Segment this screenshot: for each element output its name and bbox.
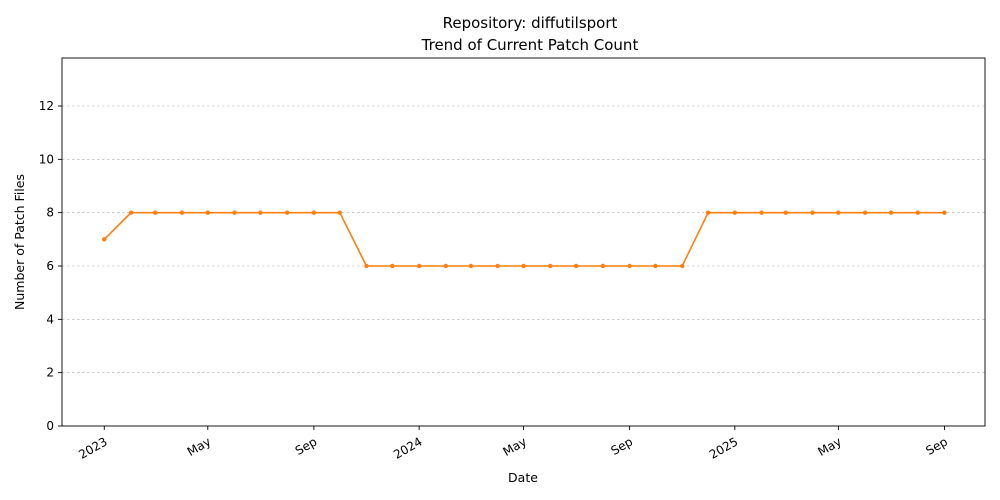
data-point bbox=[128, 210, 134, 215]
data-point bbox=[915, 210, 920, 215]
y-tick-label: 0 bbox=[46, 419, 54, 433]
data-point bbox=[205, 210, 210, 215]
y-axis-label: Number of Patch Files bbox=[12, 174, 27, 310]
data-point bbox=[232, 210, 237, 215]
data-point bbox=[600, 263, 606, 269]
data-point bbox=[627, 263, 632, 269]
plot-frame bbox=[61, 57, 986, 427]
data-point bbox=[888, 210, 894, 215]
x-tick-label: 2025 bbox=[707, 434, 740, 461]
x-tick-label: Sep bbox=[923, 434, 950, 457]
x-tick-label: 2024 bbox=[391, 434, 424, 461]
chart-title: Repository: diffutilsport bbox=[443, 14, 618, 32]
data-point bbox=[759, 210, 764, 215]
x-tick-label: May bbox=[185, 434, 213, 459]
data-point bbox=[311, 210, 317, 215]
data-point bbox=[573, 263, 579, 269]
data-point bbox=[364, 263, 369, 269]
data-point bbox=[152, 210, 158, 215]
data-point bbox=[468, 263, 474, 269]
x-axis: 2023 May Sep 2024 May Sep 2025 May Sep bbox=[76, 426, 950, 462]
data-point bbox=[548, 263, 553, 269]
data-point bbox=[942, 210, 947, 215]
y-tick-label: 2 bbox=[46, 366, 54, 380]
data-point bbox=[810, 210, 815, 215]
data-point bbox=[783, 210, 788, 215]
data-point bbox=[284, 210, 290, 215]
x-tick-label: May bbox=[815, 434, 843, 459]
y-tick-label: 8 bbox=[46, 206, 54, 220]
data-point bbox=[521, 263, 526, 269]
data-point bbox=[179, 210, 185, 215]
data-point bbox=[680, 263, 685, 269]
x-tick-label: Sep bbox=[293, 434, 320, 457]
data-point bbox=[102, 237, 107, 242]
series-layer bbox=[102, 210, 947, 269]
data-point bbox=[443, 263, 449, 269]
x-tick-label: May bbox=[501, 434, 529, 459]
grid-lines bbox=[62, 105, 985, 373]
data-point bbox=[653, 263, 658, 269]
chart-subtitle: Trend of Current Patch Count bbox=[421, 36, 639, 54]
data-point bbox=[705, 210, 711, 215]
y-tick-label: 6 bbox=[46, 259, 54, 273]
data-point bbox=[337, 210, 342, 215]
data-point bbox=[258, 210, 263, 215]
y-tick-label: 12 bbox=[39, 99, 54, 113]
x-tick-label: Sep bbox=[609, 434, 636, 457]
x-axis-label: Date bbox=[508, 470, 538, 485]
data-point bbox=[862, 210, 868, 215]
series-line bbox=[103, 211, 945, 267]
x-tick-label: 2023 bbox=[76, 434, 109, 461]
y-tick-label: 4 bbox=[46, 312, 54, 326]
data-point bbox=[836, 210, 841, 215]
y-tick-label: 10 bbox=[39, 152, 54, 166]
data-point bbox=[732, 210, 738, 215]
data-point bbox=[495, 263, 500, 269]
y-axis: 0 2 4 6 8 10 12 bbox=[39, 99, 62, 433]
data-point bbox=[416, 263, 422, 269]
data-point bbox=[390, 263, 395, 269]
